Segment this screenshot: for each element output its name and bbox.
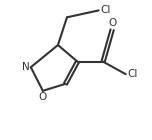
Text: Cl: Cl xyxy=(100,5,111,15)
Text: N: N xyxy=(22,62,29,72)
Text: O: O xyxy=(108,18,116,28)
Text: O: O xyxy=(39,92,47,102)
Text: Cl: Cl xyxy=(127,69,138,79)
